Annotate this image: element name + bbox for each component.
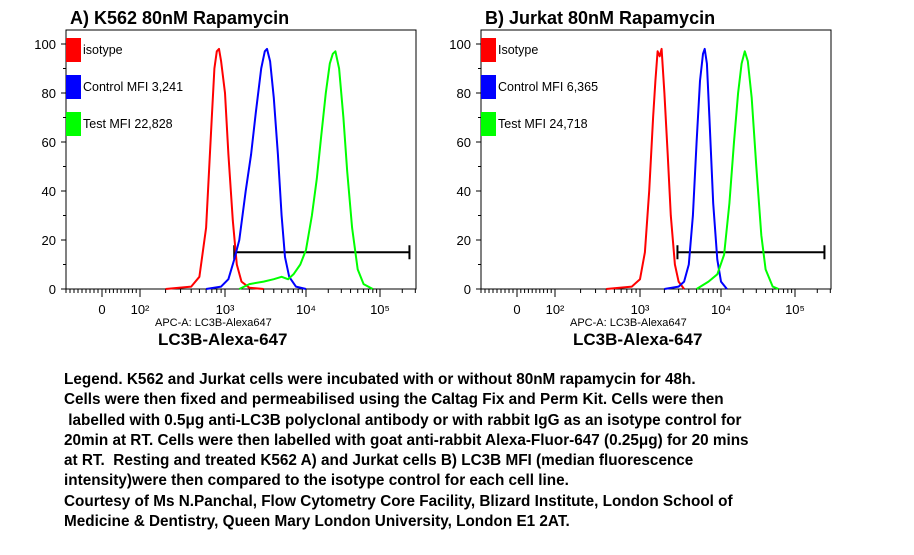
x-axis-title: LC3B-Alexa-647 <box>158 330 288 349</box>
series-line <box>606 47 685 290</box>
caption-line: Medicine & Dentistry, Queen Mary London … <box>64 513 570 531</box>
series-line <box>664 47 728 290</box>
caption-line: labelled with 0.5μg anti-LC3B polyclonal… <box>64 411 742 429</box>
series-line <box>165 47 264 290</box>
y-tick-label: 0 <box>464 282 471 297</box>
y-tick-label: 0 <box>49 282 56 297</box>
caption-line: 20min at RT. Cells were then labelled wi… <box>64 431 749 449</box>
plot-frame <box>65 29 417 290</box>
x-tick-label: 0 <box>513 302 520 317</box>
y-tick-label: 40 <box>457 184 471 199</box>
chart-panel-a: A) K562 80nM Rapamycin 0 20 40 60 80 100 0 10² 1… <box>0 0 420 360</box>
y-tick-label: 100 <box>34 37 56 52</box>
caption-line: intensity)were then compared to the isot… <box>64 472 569 490</box>
caption-line: Courtesy of Ms N.Panchal, Flow Cytometry… <box>64 492 733 510</box>
legend-label: Isotype <box>498 43 538 57</box>
y-tick-label: 100 <box>449 37 471 52</box>
x-tick-label: 10⁴ <box>711 302 731 317</box>
x-tick-label: 10⁴ <box>296 302 316 317</box>
y-tick-label: 60 <box>457 135 471 150</box>
legend-label: Test MFI 22,828 <box>83 117 173 131</box>
y-tick-label: 80 <box>457 86 471 101</box>
series-line <box>238 50 374 290</box>
legend-label: Control MFI 6,365 <box>498 80 598 94</box>
y-tick-label: 20 <box>457 233 471 248</box>
y-tick-label: 60 <box>42 135 56 150</box>
chart-title: A) K562 80nM Rapamycin <box>70 8 290 28</box>
x-axis-parameter-label: APC-A: LC3B-Alexa647 <box>570 317 687 329</box>
legend-label: isotype <box>83 43 123 57</box>
chart-title: B) Jurkat 80nM Rapamycin <box>485 8 716 28</box>
x-tick-label: 0 <box>98 302 105 317</box>
legend-swatch <box>481 75 496 99</box>
y-tick-label: 20 <box>42 233 56 248</box>
histogram-plot: 0 20 40 60 80 100 0 10² 10³ 10⁴ 10⁵ isotype Control … <box>34 29 417 317</box>
y-tick-label: 80 <box>42 86 56 101</box>
x-tick-label: 10³ <box>631 302 650 317</box>
series-line <box>696 50 779 290</box>
y-tick-label: 40 <box>42 184 56 199</box>
x-tick-label: 10⁵ <box>785 302 805 317</box>
legend-swatch <box>481 38 496 62</box>
legend-swatch <box>481 112 496 136</box>
caption-line: Cells were then fixed and permeabilised … <box>64 391 724 409</box>
legend-label: Test MFI 24,718 <box>498 117 588 131</box>
caption-line: Legend. K562 and Jurkat cells were incub… <box>64 371 696 388</box>
x-tick-label: 10³ <box>216 302 235 317</box>
legend-swatch <box>66 75 81 99</box>
x-axis-parameter-label: APC-A: LC3B-Alexa647 <box>155 317 272 329</box>
plot-frame <box>480 29 832 290</box>
x-axis-title: LC3B-Alexa-647 <box>573 330 703 349</box>
x-tick-label: 10⁵ <box>370 302 390 317</box>
figure-caption: Legend. K562 and Jurkat cells were incub… <box>64 370 904 532</box>
caption-line: at RT. Resting and treated K562 A) and J… <box>64 452 694 470</box>
series-line <box>205 47 307 290</box>
x-tick-label: 10² <box>546 302 565 317</box>
histogram-plot: 0 20 40 60 80 100 0 10² 10³ 10⁴ 10⁵ Isotype Control … <box>449 29 832 317</box>
legend-swatch <box>66 38 81 62</box>
x-tick-label: 10² <box>131 302 150 317</box>
chart-panel-b: B) Jurkat 80nM Rapamycin 0 20 40 60 80 100 0 10… <box>415 0 835 360</box>
legend-swatch <box>66 112 81 136</box>
legend-label: Control MFI 3,241 <box>83 80 183 94</box>
